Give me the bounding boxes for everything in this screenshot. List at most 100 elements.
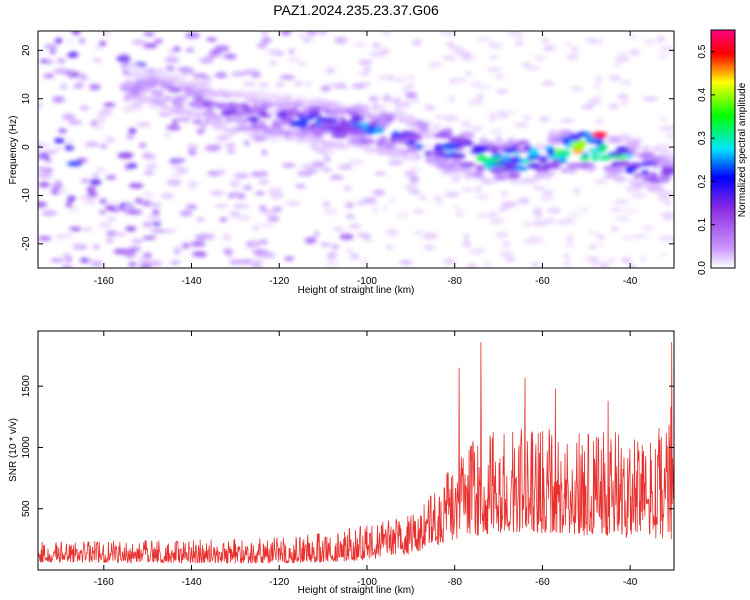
spectrogram-cell — [502, 147, 519, 153]
spectrogram-cell — [148, 102, 158, 110]
spectrogram-cell — [298, 33, 305, 38]
spectrogram-cell — [393, 77, 406, 83]
spectrogram-cell — [160, 229, 177, 233]
spectrogram-cell — [128, 183, 144, 189]
spectrogram-cell — [644, 39, 656, 45]
spectrogram-cell — [269, 192, 284, 199]
spectrogram-y-tick-label: -10 — [21, 188, 32, 203]
spectrogram-cell — [209, 190, 225, 196]
spectrogram-cell — [641, 225, 656, 232]
snr-y-tick-label: 500 — [21, 500, 32, 517]
spectrogram-cell — [513, 165, 528, 172]
spectrogram-cell — [380, 31, 392, 36]
snr-y-label: SNR (10 * v/v) — [8, 418, 19, 482]
spectrogram-cell — [640, 170, 650, 175]
spectrogram-cell — [187, 112, 194, 120]
spectrogram-cell — [376, 75, 388, 80]
spectrogram-cell — [586, 38, 595, 42]
spectrogram-cell — [329, 175, 344, 180]
spectrogram-cell — [533, 173, 544, 179]
spectrogram-cell — [171, 120, 178, 125]
spectrogram-cell — [380, 142, 395, 148]
spectrogram-cell — [260, 239, 268, 244]
spectrogram-cell — [81, 227, 93, 232]
spectrogram-cell — [500, 241, 512, 248]
spectrogram-cell — [53, 146, 64, 152]
spectrogram-cell — [41, 210, 58, 217]
spectrogram-cell — [486, 67, 503, 72]
spectrogram-cell — [570, 86, 584, 92]
spectrogram-cell — [134, 197, 143, 204]
spectrogram-cell — [453, 204, 460, 210]
spectrogram-cell — [95, 167, 107, 172]
spectrogram-cell — [536, 57, 543, 62]
spectrogram-cell — [639, 256, 647, 261]
colorbar-tick-label: 0.2 — [697, 174, 708, 188]
spectrogram-cell — [67, 195, 76, 202]
spectrogram-cell — [106, 216, 117, 221]
spectrogram-cell — [138, 143, 147, 148]
spectrogram-cell — [541, 80, 555, 86]
spectrogram-cell — [587, 99, 601, 105]
spectrogram-cell — [472, 172, 483, 177]
spectrogram-cell — [613, 63, 621, 69]
spectrogram-cell — [621, 100, 628, 106]
spectrogram-cell — [352, 42, 367, 47]
spectrogram-cell — [141, 154, 157, 160]
spectrogram-cell — [459, 131, 475, 140]
spectrogram-cell — [243, 140, 250, 146]
spectrogram-cell — [163, 132, 172, 137]
spectrogram-cell — [408, 189, 421, 195]
spectrogram-cell — [496, 113, 509, 119]
spectrogram-cell — [660, 115, 667, 123]
spectrogram-cell — [613, 175, 626, 183]
spectrogram-cell — [228, 112, 245, 117]
spectrogram-cell — [99, 144, 108, 149]
spectrogram-cell — [319, 120, 327, 126]
spectrogram-cell — [461, 187, 473, 192]
spectrogram-cell — [196, 217, 206, 222]
snr-x-tick-label: -140 — [182, 577, 202, 588]
spectrogram-cell — [363, 66, 371, 73]
spectrogram-cell — [606, 135, 623, 144]
spectrogram-cell — [144, 77, 163, 84]
spectrogram-cell — [126, 209, 143, 215]
spectrogram-cell — [143, 169, 154, 176]
snr-panel: -160 -140 -120 -100 -80 -60 -40 500 1000 1500 He… — [8, 330, 675, 596]
spectrogram-cell — [196, 128, 205, 135]
spectrogram-y-tick-label: 0 — [21, 144, 32, 150]
spectrogram-cell — [307, 106, 322, 113]
spectrogram-cell — [559, 118, 575, 124]
spectrogram-cell — [166, 125, 181, 131]
spectrogram-cell — [374, 171, 387, 176]
spectrogram-cell — [202, 102, 210, 107]
spectrogram-x-tick-label: -80 — [447, 276, 462, 287]
spectrogram-cell — [250, 263, 262, 268]
spectrogram-cell — [225, 143, 236, 149]
spectrogram-cell — [229, 180, 241, 187]
spectrogram-cell — [79, 105, 90, 111]
spectrogram-cell — [455, 166, 473, 172]
spectrogram-cell — [442, 142, 460, 150]
spectrogram-cell — [351, 83, 365, 89]
spectrogram-cell — [134, 95, 152, 103]
spectrogram-cell — [51, 188, 60, 195]
snr-x-tick-label: -80 — [447, 577, 462, 588]
spectrogram-cell — [219, 217, 228, 222]
spectrogram-cell — [632, 234, 648, 239]
spectrogram-cell — [166, 179, 182, 186]
spectrogram-cell — [91, 173, 100, 178]
spectrogram-cell — [38, 181, 50, 188]
spectrogram-cell — [610, 226, 619, 231]
spectrogram-cell — [404, 184, 418, 189]
spectrogram-cell — [243, 184, 252, 191]
spectrogram-cell — [433, 196, 443, 201]
spectrogram-cell — [657, 194, 670, 201]
spectrogram-cell — [621, 257, 632, 264]
spectrogram-cell — [557, 159, 568, 164]
spectrogram-frame — [37, 30, 675, 269]
spectrogram-cell — [100, 31, 113, 36]
spectrogram-cell — [261, 149, 268, 156]
spectrogram-cell — [380, 48, 390, 55]
spectrogram-x-label: Height of straight line (km) — [298, 285, 415, 296]
